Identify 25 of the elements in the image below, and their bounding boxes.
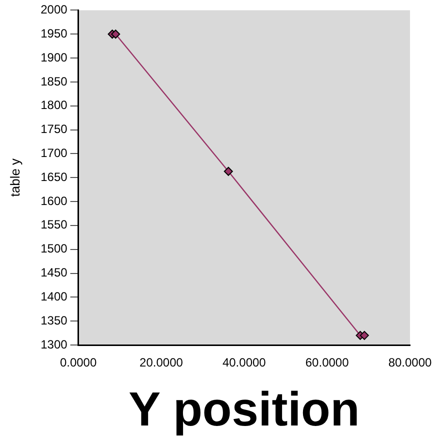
y-tick-label: 1500	[40, 242, 68, 256]
y-tick-label: 1400	[40, 289, 68, 304]
y-tick-label: 1450	[40, 266, 68, 280]
y-tick-label: 1650	[40, 170, 68, 184]
x-tick-label: 0.0000	[60, 356, 97, 370]
y-tick-label: 2000	[40, 2, 68, 17]
y-tick-label: 1700	[40, 146, 68, 160]
x-axis-title: Y position	[128, 383, 360, 436]
y-tick-label: 1900	[40, 50, 68, 64]
x-tick-label: 40.0000	[222, 356, 266, 370]
y-tick-label: 1850	[40, 74, 68, 88]
y-tick-label: 1600	[40, 194, 68, 208]
x-tick-label: 60.0000	[305, 356, 350, 370]
y-tick-label: 1300	[40, 337, 68, 352]
y-tick-label: 1950	[40, 26, 68, 40]
y-axis-title: table y	[7, 158, 22, 197]
y-tick-label: 1800	[40, 98, 68, 112]
x-tick-label: 20.0000	[140, 356, 184, 370]
point	[224, 166, 233, 176]
point	[111, 30, 120, 39]
y-tick-label: 1550	[40, 218, 68, 232]
point	[360, 330, 369, 340]
x-tick-label: 80.0000	[388, 356, 432, 370]
y-tick-label: 1350	[40, 313, 68, 328]
y-tick-label: 1750	[40, 122, 68, 136]
